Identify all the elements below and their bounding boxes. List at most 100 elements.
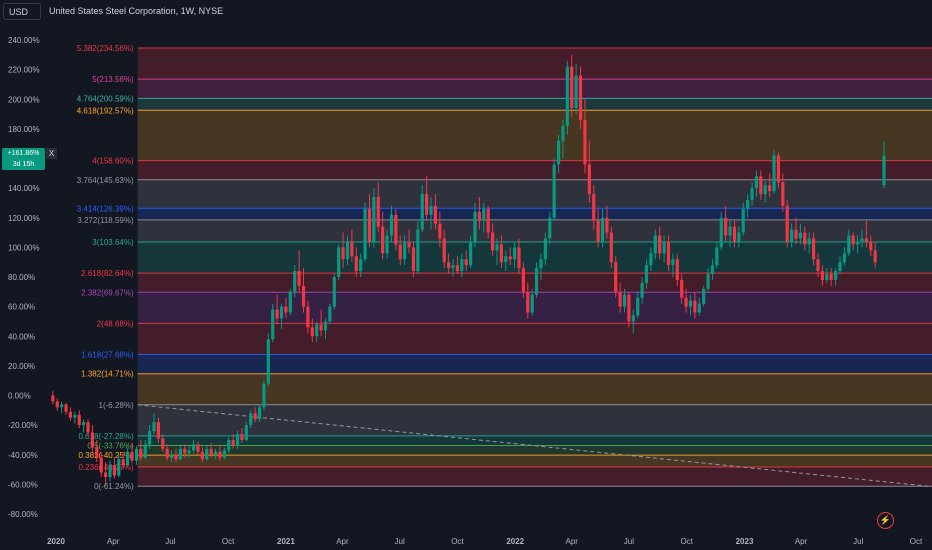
fib-band <box>137 354 932 374</box>
candle-body <box>231 439 235 446</box>
y-tick-label: -40.00% <box>8 451 38 460</box>
candle-body <box>354 256 358 272</box>
fib-level-label: 0.236(-48.27%) <box>79 463 134 472</box>
candle-body <box>530 294 534 313</box>
candle-body <box>680 279 684 298</box>
x-tick-label: Oct <box>680 537 693 546</box>
candle-body <box>592 194 596 221</box>
candle-body <box>873 250 877 263</box>
candle-body <box>460 259 464 272</box>
candle-body <box>315 324 319 337</box>
candle-body <box>73 414 77 418</box>
candle-body <box>490 232 495 251</box>
y-tick-label: -60.00% <box>8 480 38 489</box>
candle-body <box>139 448 143 458</box>
fib-level-label: 4.764(200.59%) <box>77 94 134 103</box>
candle-body <box>618 291 622 307</box>
candle-body <box>842 253 846 263</box>
candle-body <box>99 457 103 473</box>
candle-body <box>143 444 147 458</box>
fib-level-label: 3.414(126.39%) <box>77 204 134 213</box>
symbol-title[interactable]: United States Steel Corporation, 1W, NYS… <box>49 6 224 16</box>
candle-body <box>794 229 798 239</box>
candle-body <box>126 451 130 466</box>
y-tick-label: -80.00% <box>8 510 38 519</box>
candle-body <box>864 238 868 242</box>
candle-body <box>609 232 613 263</box>
candle-body <box>662 241 666 254</box>
candle-body <box>860 238 864 242</box>
x-tick-label: Jul <box>165 537 175 546</box>
candle-body <box>328 306 332 322</box>
candle-body <box>636 297 640 316</box>
candle-body <box>407 241 411 248</box>
fib-level-label: 3.272(118.59%) <box>77 216 134 225</box>
y-tick-label: 220.00% <box>8 66 40 75</box>
candle-body <box>161 438 165 449</box>
candle-body <box>191 444 196 451</box>
candle-body <box>332 277 336 307</box>
candle-body <box>829 274 833 280</box>
candle-body <box>675 259 679 280</box>
fib-level-label: 0.5(-33.76%) <box>87 442 134 451</box>
candle-body <box>605 217 609 233</box>
candle-body <box>108 465 112 477</box>
x-tick-label: 2023 <box>736 537 754 546</box>
candle-body <box>249 413 253 426</box>
fib-band <box>137 292 932 324</box>
candle-body <box>719 217 723 248</box>
candle-body <box>710 265 715 275</box>
candle-body <box>64 404 68 412</box>
candle-body <box>838 262 842 272</box>
x-tick-label: Jul <box>395 537 405 546</box>
candle-body <box>174 454 178 460</box>
fib-level-label: 0.382(-40.25%) <box>79 451 134 460</box>
candle-body <box>556 140 561 165</box>
candle-body <box>812 238 816 260</box>
fib-level-label: 2.382(69.67%) <box>81 288 134 297</box>
fib-band <box>137 273 932 293</box>
candle-body <box>724 217 728 236</box>
candle-body <box>732 226 737 242</box>
candle-body <box>548 217 552 239</box>
x-tick-label: Oct <box>222 537 235 546</box>
fib-band <box>137 323 932 355</box>
candle-body <box>534 268 539 295</box>
candle-body <box>68 411 73 418</box>
y-tick-label: 140.00% <box>8 184 40 193</box>
candle-body <box>306 306 310 328</box>
y-tick-label: 40.00% <box>8 332 35 341</box>
candle-body <box>517 247 521 269</box>
lightning-icon[interactable]: ⚡ <box>877 512 894 529</box>
candle-body <box>112 465 117 476</box>
currency-button[interactable]: USD <box>3 3 41 20</box>
chart-header: USD United States Steel Corporation, 1W,… <box>0 0 932 24</box>
candle-body <box>51 395 55 402</box>
fib-band <box>137 455 932 467</box>
fib-band <box>137 373 932 405</box>
candle-body <box>803 232 807 245</box>
candle-body <box>90 432 95 448</box>
candle-body <box>596 220 600 242</box>
x-tick-label: 2020 <box>47 537 65 546</box>
candle-body <box>526 291 530 313</box>
candle-body <box>381 226 385 254</box>
candle-body <box>649 253 653 266</box>
close-icon[interactable]: X <box>46 148 57 159</box>
fib-band <box>137 79 932 99</box>
candle-body <box>341 247 345 260</box>
candle-body <box>319 324 323 331</box>
candle-body <box>222 450 226 458</box>
fib-level-label: 3.764(145.63%) <box>77 176 134 185</box>
candle-body <box>385 235 389 254</box>
candle-body <box>706 274 710 289</box>
x-tick-label: Apr <box>566 537 579 546</box>
candle-body <box>86 422 90 433</box>
candle-body <box>345 241 350 260</box>
fib-level-label: 3(103.64%) <box>92 238 134 247</box>
candle-body <box>477 211 482 221</box>
fib-band <box>137 445 932 456</box>
fib-level-label: 1(-6.28%) <box>99 401 134 410</box>
fib-level-label: 2(48.68%) <box>97 319 134 328</box>
